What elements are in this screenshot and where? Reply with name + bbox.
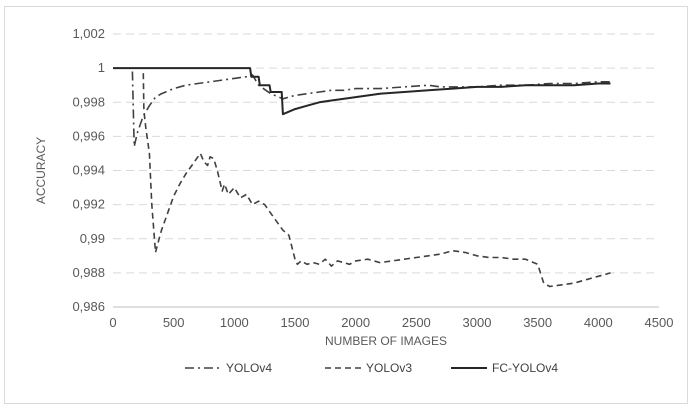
gridlines (113, 33, 659, 274)
y-tick-label: 0,99 (80, 231, 105, 246)
x-tick-label: 2000 (341, 315, 370, 330)
x-tick-label: 0 (109, 315, 116, 330)
x-axis-title: NUMBER OF IMAGES (325, 334, 447, 348)
x-tick-label: 3000 (463, 315, 492, 330)
y-axis-title: ACCURACY (34, 137, 48, 204)
tick-labels: 0,986 0,988 0,99 0,992 0,994 0,996 0,998 1 1,002… (72, 26, 673, 330)
legend: YOLOv4 YOLOv3 FC-YOLOv4 (185, 361, 558, 375)
x-tick-label: 500 (163, 315, 185, 330)
x-tick-label: 2500 (402, 315, 431, 330)
y-tick-label: 0,996 (72, 128, 105, 143)
series-lines (113, 67, 611, 288)
series-line-yolov3 (142, 73, 611, 288)
chart-frame: 0,986 0,988 0,99 0,992 0,994 0,996 0,998 1 1,002… (4, 6, 688, 404)
x-tick-label: 1000 (220, 315, 249, 330)
x-tick-label: 3500 (523, 315, 552, 330)
y-tick-label: 0,992 (72, 197, 105, 212)
series-line-fc-yolov4 (113, 67, 611, 116)
legend-label: FC-YOLOv4 (492, 361, 558, 375)
accuracy-line-chart: 0,986 0,988 0,99 0,992 0,994 0,996 0,998 1 1,002… (34, 26, 673, 375)
y-tick-label: 1 (98, 60, 105, 75)
y-tick-label: 0,986 (72, 299, 105, 314)
y-tick-label: 0,998 (72, 94, 105, 109)
legend-label: YOLOv3 (366, 361, 412, 375)
x-tick-label: 4000 (584, 315, 613, 330)
legend-label: YOLOv4 (226, 361, 272, 375)
x-tick-label: 1500 (281, 315, 310, 330)
y-tick-label: 0,994 (72, 163, 105, 178)
y-tick-label: 0,988 (72, 265, 105, 280)
series-line-yolov4 (131, 71, 611, 148)
y-tick-label: 1,002 (72, 26, 105, 41)
x-tick-label: 4500 (645, 315, 674, 330)
